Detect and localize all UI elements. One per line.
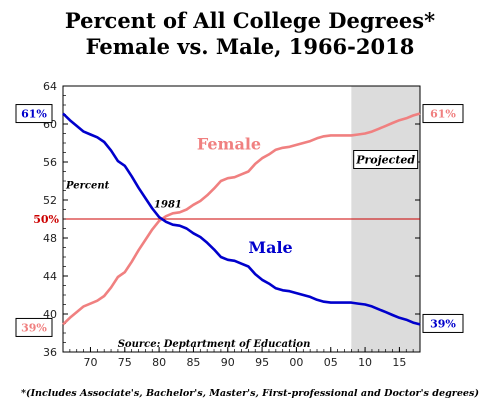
male-series-line (62, 112, 421, 326)
female-end-value-label: 61% (430, 108, 456, 121)
x-tick-label: 90 (221, 356, 235, 369)
projected-label: Projected (355, 154, 415, 167)
x-tick-label: 05 (324, 356, 338, 369)
source-note: Source: Deptartment of Education (118, 339, 311, 350)
projected-label-box (353, 150, 419, 169)
chart-subtitle: Female vs. Male, 1966-2018 (85, 34, 415, 59)
x-tick-label: 10 (358, 356, 372, 369)
series-lines (62, 112, 421, 326)
male-end-label-box (422, 313, 464, 333)
x-tick-label: 70 (83, 356, 97, 369)
crossover-year-label: 1981 (154, 200, 182, 211)
fifty-percent-label: 50% (33, 213, 59, 226)
y-tick-label: 52 (43, 194, 57, 207)
y-tick-label: 56 (43, 156, 57, 169)
x-tick-label: 85 (186, 356, 200, 369)
y-axis-label: Percent (65, 181, 110, 192)
y-tick-label: 64 (43, 80, 57, 93)
y-tick-label: 36 (43, 346, 57, 359)
x-tick-label: 00 (289, 356, 303, 369)
male-start-label-box (15, 104, 53, 124)
x-axis: 70 75 80 85 90 95 00 05 10 15 (62, 347, 421, 369)
male-start-value-label: 61% (21, 108, 47, 121)
male-series-label: Male (248, 238, 292, 257)
female-series-line (62, 112, 421, 326)
x-tick-label: 75 (118, 356, 132, 369)
y-tick-label: 44 (43, 270, 57, 283)
female-series-label: Female (197, 135, 261, 154)
x-tick-label: 15 (392, 356, 406, 369)
female-start-value-label: 39% (21, 321, 47, 334)
female-start-label-box (15, 317, 53, 337)
y-tick-label: 48 (43, 232, 57, 245)
male-end-value-label: 39% (430, 317, 456, 330)
x-tick-label: 80 (152, 356, 166, 369)
footnote: *(Includes Associate's, Bachelor's, Mast… (21, 388, 479, 399)
chart-title: Percent of All College Degrees* (64, 8, 436, 33)
female-end-label-box (422, 104, 464, 124)
x-tick-label: 95 (255, 356, 269, 369)
y-tick-label: 40 (43, 308, 57, 321)
